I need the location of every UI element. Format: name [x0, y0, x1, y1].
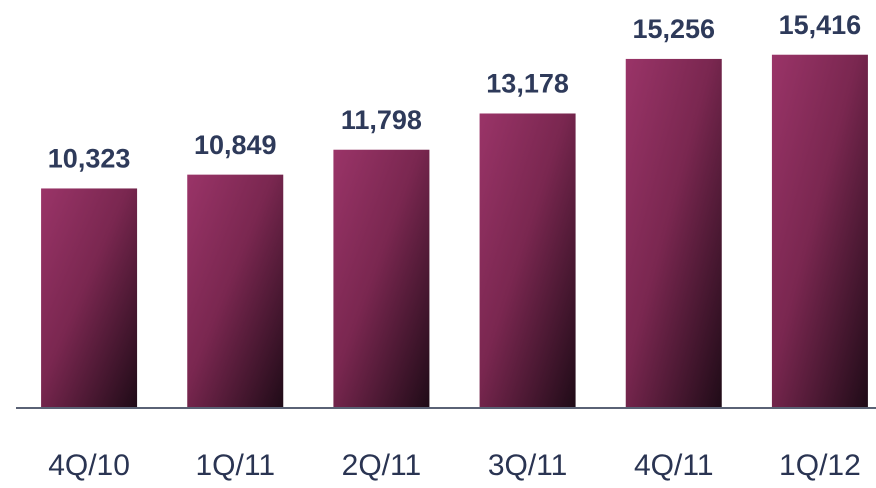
value-label: 15,256 — [632, 14, 715, 44]
bar — [625, 58, 722, 407]
x-tick-label: 2Q/11 — [342, 449, 422, 482]
x-tick-label: 3Q/11 — [488, 449, 568, 482]
x-tick-label: 4Q/11 — [634, 449, 714, 482]
bar — [479, 113, 576, 407]
bar — [41, 188, 138, 407]
value-label: 11,798 — [341, 105, 422, 135]
x-tick-label: 1Q/11 — [196, 449, 276, 482]
value-label: 13,178 — [486, 69, 569, 99]
value-label: 15,416 — [779, 10, 862, 40]
bar — [333, 149, 430, 407]
x-tick-label: 4Q/10 — [48, 449, 130, 482]
value-label: 10,849 — [194, 130, 277, 160]
bar — [187, 174, 284, 407]
value-label: 10,323 — [48, 144, 131, 174]
x-tick-label: 1Q/12 — [779, 449, 861, 482]
bar — [771, 54, 868, 408]
